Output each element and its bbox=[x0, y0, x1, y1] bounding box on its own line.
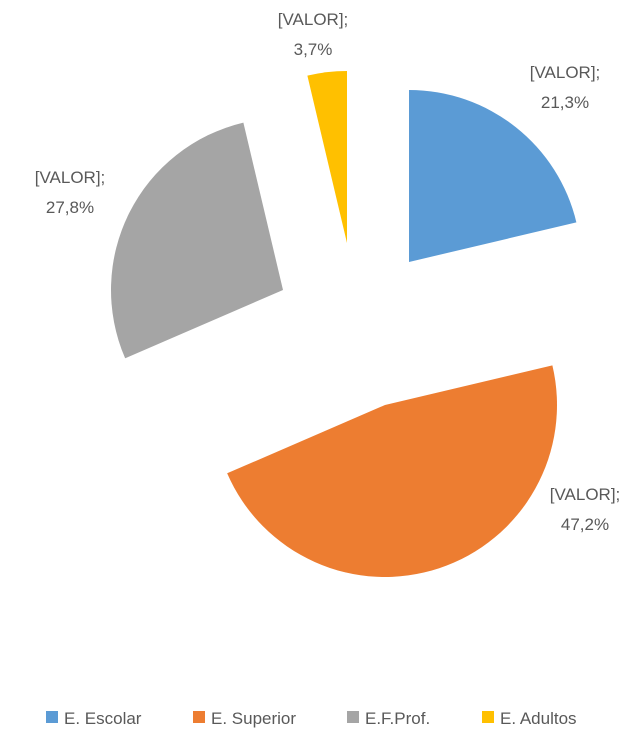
data-label-line: 27,8% bbox=[46, 198, 94, 217]
legend-swatch bbox=[347, 711, 359, 723]
pie-slice bbox=[307, 71, 347, 243]
legend-swatch bbox=[193, 711, 205, 723]
data-label-line: [VALOR]; bbox=[278, 10, 349, 29]
legend-label: E. Adultos bbox=[500, 709, 577, 728]
data-label-line: [VALOR]; bbox=[530, 63, 601, 82]
legend-swatch bbox=[482, 711, 494, 723]
legend-label: E.F.Prof. bbox=[365, 709, 430, 728]
pie-slice bbox=[227, 365, 557, 577]
data-label-line: 21,3% bbox=[541, 93, 589, 112]
data-label: [VALOR]; 27,8% bbox=[35, 168, 106, 217]
data-label-line: 47,2% bbox=[561, 515, 609, 534]
data-label: [VALOR]; 47,2% bbox=[550, 485, 621, 534]
legend-label: E. Escolar bbox=[64, 709, 142, 728]
data-label: [VALOR]; 3,7% bbox=[278, 10, 349, 59]
data-label-line: 3,7% bbox=[294, 40, 333, 59]
data-label: [VALOR]; 21,3% bbox=[530, 63, 601, 112]
data-label-line: [VALOR]; bbox=[35, 168, 106, 187]
pie-slice bbox=[110, 122, 283, 359]
legend-swatch bbox=[46, 711, 58, 723]
legend-label: E. Superior bbox=[211, 709, 296, 728]
pie-slice bbox=[409, 90, 577, 262]
data-label-line: [VALOR]; bbox=[550, 485, 621, 504]
